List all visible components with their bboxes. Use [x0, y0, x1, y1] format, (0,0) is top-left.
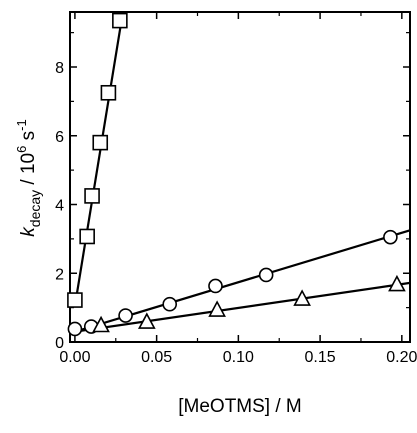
y-tick-label: 6	[55, 129, 64, 146]
x-axis-label: [MeOTMS] / M	[178, 396, 302, 417]
y-axis-label-exponent: 6	[14, 146, 29, 153]
square-marker	[84, 188, 100, 204]
plot-frame	[69, 11, 411, 343]
circle-marker	[208, 278, 223, 294]
x-tick-label: 0.15	[305, 349, 336, 366]
triangle-marker	[208, 300, 226, 317]
triangle-marker	[137, 312, 156, 329]
triangle-marker	[92, 315, 110, 333]
circle-marker	[383, 229, 398, 245]
y-axis-label-prefix: k	[18, 226, 39, 237]
fit-lines	[73, 20, 411, 333]
triangle-marker	[388, 274, 406, 292]
square-marker	[79, 228, 95, 245]
fit-line-square	[73, 20, 123, 307]
axis-ticks: 0.00 0.05 0.10 0.15 0.20 0 2 4 6 8	[55, 12, 417, 366]
x-tick-label: 0.05	[141, 349, 172, 366]
circle-marker	[67, 321, 83, 337]
x-tick-label: 0.00	[59, 349, 90, 366]
x-tick-label: 0.10	[223, 349, 254, 366]
square-marker	[100, 84, 117, 101]
y-tick-label: 8	[55, 60, 64, 77]
y-axis-label: kdecay / 106 s-1	[14, 119, 43, 236]
y-tick-label: 4	[55, 198, 64, 215]
y-tick-label: 2	[55, 266, 64, 283]
data-markers	[67, 12, 406, 337]
y-axis-label-unit-exponent: -1	[14, 119, 29, 131]
square-marker	[67, 292, 83, 308]
y-axis-label-subscript: decay	[27, 190, 43, 227]
square-marker	[112, 12, 128, 29]
fit-line-triangle	[74, 281, 411, 333]
triangle-marker	[293, 289, 311, 306]
y-axis-label-middle: / 10	[18, 153, 39, 190]
y-tick-label: 0	[55, 335, 64, 352]
circle-marker	[118, 308, 133, 323]
x-tick-label: 0.20	[386, 349, 417, 366]
circle-marker	[162, 296, 178, 312]
square-marker	[92, 134, 109, 151]
y-axis-label-unit: s	[18, 131, 39, 146]
circle-marker	[258, 267, 274, 283]
